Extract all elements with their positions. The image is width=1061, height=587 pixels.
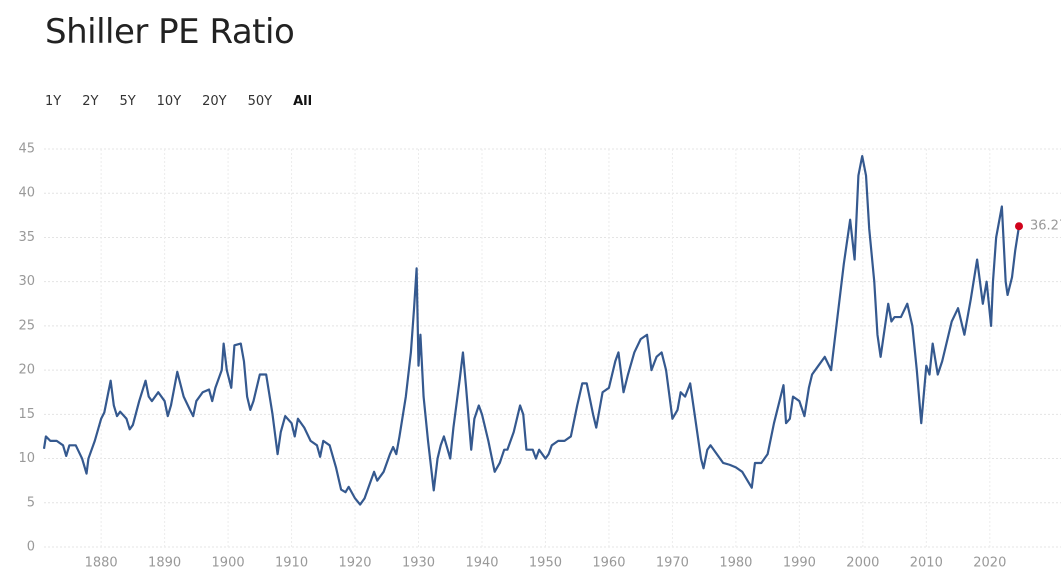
y-tick-label: 10	[18, 451, 35, 466]
x-tick-label: 1900	[212, 556, 245, 571]
y-tick-label: 30	[18, 274, 35, 289]
x-tick-label: 1970	[656, 556, 689, 571]
y-tick-label: 25	[18, 318, 35, 333]
range-button[interactable]: 1Y	[45, 94, 62, 109]
x-tick-label: 1920	[338, 556, 371, 571]
x-tick-label: 1880	[85, 556, 118, 571]
x-tick-label: 1890	[148, 556, 181, 571]
last-value-label: 36.27	[1030, 219, 1061, 234]
pe-line	[42, 154, 1021, 506]
range-button[interactable]: 50Y	[247, 94, 273, 109]
last-value-marker	[1015, 222, 1023, 231]
x-tick-label: 2020	[973, 556, 1006, 571]
x-tick-label: 2010	[910, 556, 943, 571]
range-buttons: 1Y 2Y 5Y 10Y 20Y 50Y All	[45, 94, 333, 109]
range-button[interactable]: 10Y	[156, 94, 182, 109]
y-tick-label: 15	[18, 407, 35, 422]
x-tick-label: 1930	[402, 556, 435, 571]
x-tick-label: 1940	[465, 556, 498, 571]
x-tick-label: 1990	[783, 556, 816, 571]
y-tick-label: 5	[27, 495, 35, 510]
range-button[interactable]: All	[293, 94, 313, 109]
x-tick-label: 2000	[846, 556, 879, 571]
y-tick-label: 20	[18, 363, 35, 378]
range-button[interactable]: 5Y	[119, 94, 136, 109]
range-button[interactable]: 20Y	[202, 94, 227, 109]
range-button[interactable]: 2Y	[82, 94, 99, 109]
y-tick-label: 40	[18, 186, 35, 201]
x-tick-label: 1980	[719, 556, 752, 571]
x-tick-label: 1910	[275, 556, 308, 571]
x-tick-label: 1960	[592, 556, 625, 571]
y-tick-label: 0	[27, 540, 35, 555]
x-tick-label: 1950	[529, 556, 562, 571]
y-tick-label: 35	[18, 230, 35, 245]
chart-title: Shiller PE Ratio	[45, 12, 295, 52]
y-tick-label: 45	[18, 142, 35, 157]
